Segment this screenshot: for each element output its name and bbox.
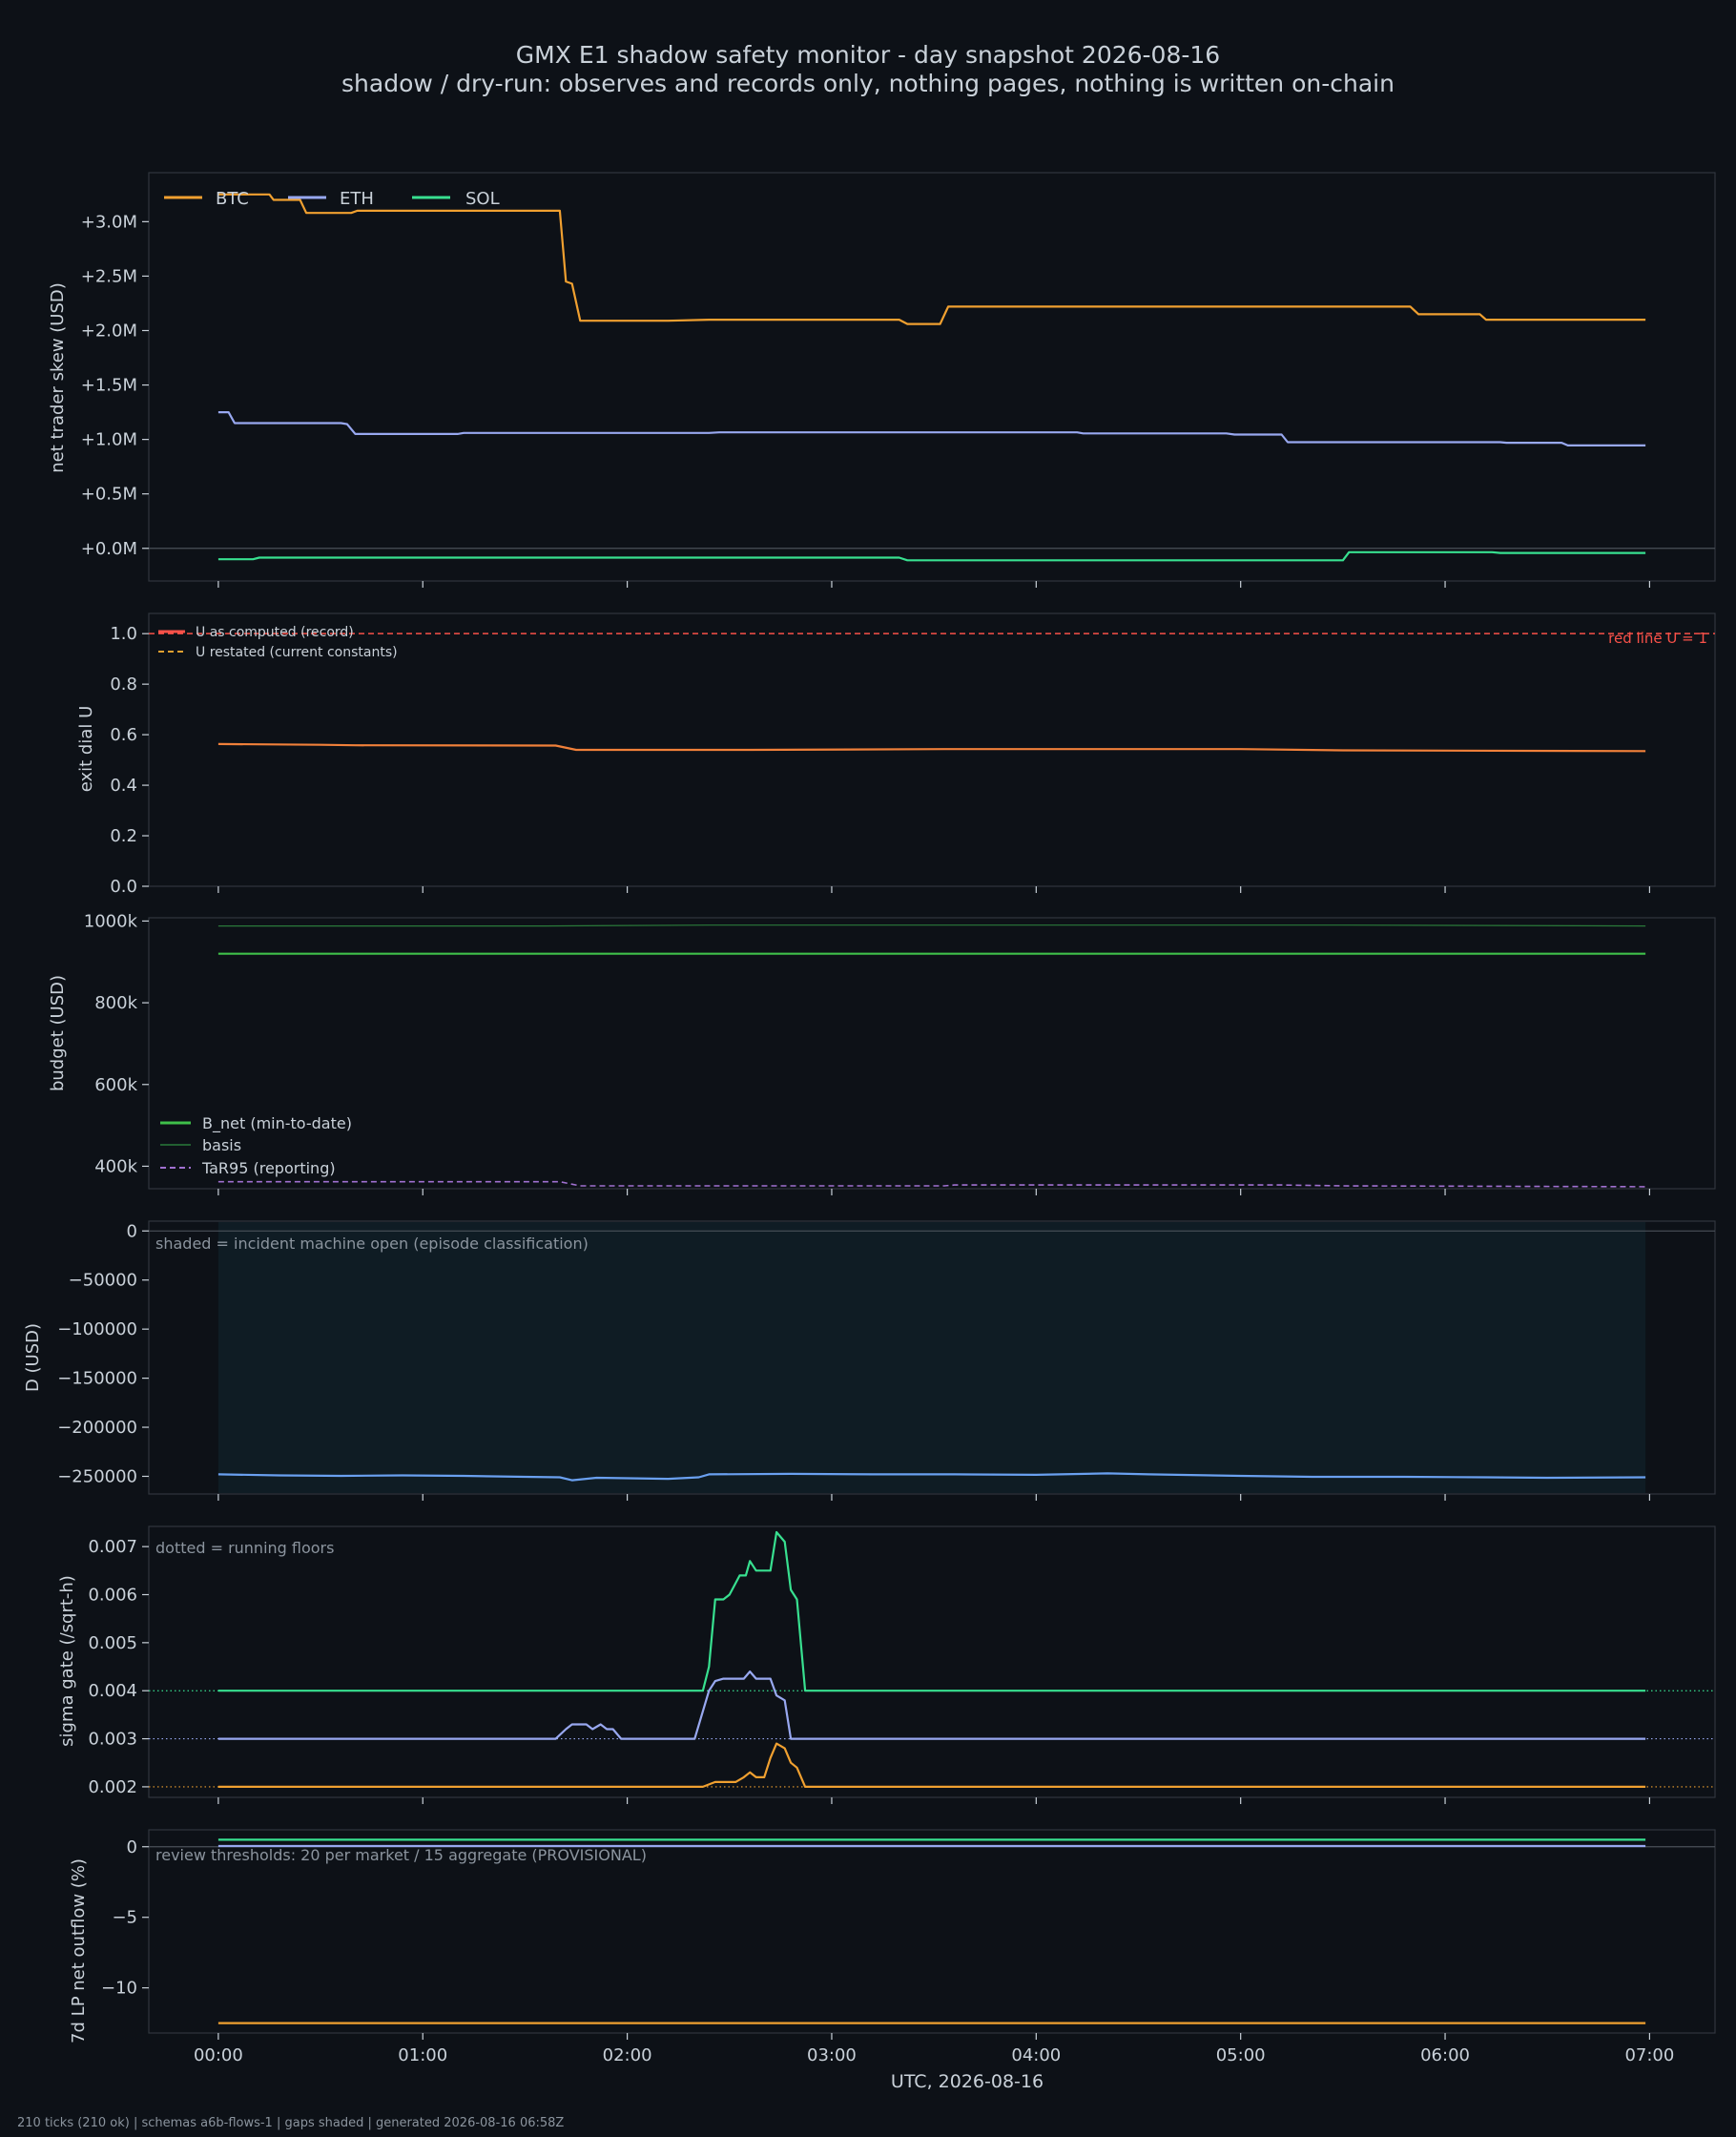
budget-marks: 400k 600k 800k 1000k — [84, 911, 1716, 1195]
budget-panel: 400k 600k 800k 1000k budget (USD) B_net (mi… — [48, 911, 1716, 1195]
exit_dial-ytick-label-0: 0.0 — [110, 877, 137, 897]
sigma_gate-series-2 — [217, 1742, 1646, 1788]
exit-dial-marks: 0.0 0.2 0.4 0.6 0.8 1.0 — [110, 612, 1716, 897]
lp-outflow-marks: 0 −5 −10 — [101, 1829, 1716, 2040]
skew-ylabel: net trader skew (USD) — [48, 282, 68, 473]
drawdown-ylabel: D (USD) — [23, 1323, 43, 1392]
page-subtitle: shadow / dry-run: observes and records o… — [341, 70, 1395, 97]
exit_dial-ytick-label-4: 0.8 — [110, 674, 137, 695]
lp_outflow-frame — [148, 1829, 1716, 2034]
exit_dial-series-0 — [217, 742, 1646, 753]
sigma_gate-ytick-label-3: 0.005 — [88, 1633, 137, 1653]
budget-legend: B_net (min-to-date) basis TaR95 (reporti… — [160, 1114, 352, 1177]
x-tick-labels: 00:00 01:00 02:00 03:00 04:00 05:00 06:00 07:00 — [194, 2045, 1674, 2065]
skew-ytick-label-2: +1.0M — [81, 430, 137, 450]
lp-outflow-note: review thresholds: 20 per market / 15 ag… — [155, 1846, 647, 1864]
skew-ytick-label-4: +2.0M — [81, 321, 137, 341]
lp_outflow-ytick-label-1: −5 — [112, 1908, 137, 1928]
drawdown-frame — [148, 1220, 1716, 1495]
exit-dial-panel: 0.0 0.2 0.4 0.6 0.8 1.0 exit dial U U as comp… — [76, 612, 1716, 897]
budget-series-2 — [217, 1180, 1646, 1188]
exit_dial-ytick-label-2: 0.4 — [110, 776, 137, 796]
skew-ytick-label-0: +0.0M — [81, 539, 137, 559]
x-tick-label-1: 01:00 — [398, 2045, 447, 2065]
exit_dial-frame — [148, 612, 1716, 887]
exit-dial-ylabel: exit dial U — [76, 706, 96, 793]
legend-u-record-label: U as computed (record) — [196, 625, 354, 640]
sigma-gate-marks: 0.002 0.003 0.004 0.005 0.006 0.007 — [88, 1525, 1716, 1804]
sigma_gate-ytick-label-1: 0.003 — [88, 1730, 137, 1750]
drawdown-shaded-region — [217, 1222, 1646, 1493]
drawdown-ytick-label-2: −100000 — [57, 1319, 137, 1339]
x-tick-label-5: 05:00 — [1216, 2045, 1266, 2065]
footer-status: 210 ticks (210 ok) | schemas a6b-flows-1… — [17, 2116, 564, 2130]
skew-ytick-label-5: +2.5M — [81, 266, 137, 286]
sigma_gate-ytick-label-0: 0.002 — [88, 1777, 137, 1797]
drawdown-marks: 0 −50000 −100000 −150000 −200000 −250000 — [57, 1220, 1716, 1501]
skew-legend: BTC ETH SOL — [164, 189, 500, 209]
sigma_gate-frame — [148, 1525, 1716, 1798]
drawdown-ytick-label-0: 0 — [127, 1221, 137, 1241]
x-tick-label-7: 07:00 — [1624, 2045, 1674, 2065]
drawdown-ytick-label-4: −200000 — [57, 1418, 137, 1438]
x-axis-label: UTC, 2026-08-16 — [891, 2071, 1044, 2092]
drawdown-panel: 0 −50000 −100000 −150000 −200000 −250000 D (U… — [23, 1220, 1716, 1501]
sigma-gate-note: dotted = running floors — [155, 1539, 334, 1557]
x-tick-label-4: 04:00 — [1011, 2045, 1061, 2065]
legend-sol-label: SOL — [465, 189, 500, 209]
lp-outflow-panel: 0 −5 −10 7d LP net outflow (%) review thre… — [69, 1829, 1716, 2044]
drawdown-note: shaded = incident machine open (episode … — [155, 1234, 589, 1253]
x-tick-label-3: 03:00 — [807, 2045, 857, 2065]
skew-ytick-label-6: +3.0M — [81, 212, 137, 232]
legend-btc-label: BTC — [216, 189, 249, 209]
exit_dial-ytick-label-1: 0.2 — [110, 826, 137, 846]
x-tick-label-6: 06:00 — [1420, 2045, 1470, 2065]
page-title: GMX E1 shadow safety monitor - day snaps… — [516, 41, 1220, 69]
skew-series-1 — [217, 411, 1646, 446]
drawdown-ytick-label-1: −50000 — [69, 1271, 137, 1291]
skew-marks: +0.0M +0.5M +1.0M +1.5M +2.0M +2.5M +3.0M — [81, 172, 1716, 588]
x-tick-label-2: 02:00 — [603, 2045, 652, 2065]
exit-dial-legend: U as computed (record) U restated (curre… — [158, 625, 398, 660]
budget-ytick-label-0: 400k — [94, 1156, 137, 1176]
drawdown-ytick-label-5: −250000 — [57, 1466, 137, 1486]
skew-series-2 — [217, 550, 1646, 562]
budget-ytick-label-3: 1000k — [84, 911, 138, 931]
sigma_gate-ytick-label-2: 0.004 — [88, 1681, 137, 1701]
budget-ylabel: budget (USD) — [48, 975, 68, 1091]
sigma-gate-ylabel: sigma gate (/sqrt-h) — [57, 1575, 77, 1747]
legend-u-restated-label: U restated (current constants) — [196, 645, 398, 660]
lp-outflow-ylabel: 7d LP net outflow (%) — [69, 1858, 89, 2044]
sigma_gate-series-0 — [217, 1530, 1646, 1692]
sigma_gate-ytick-label-4: 0.006 — [88, 1586, 137, 1606]
drawdown-ytick-label-3: −150000 — [57, 1369, 137, 1389]
skew-panel: +0.0M +0.5M +1.0M +1.5M +2.0M +2.5M +3.0M net … — [48, 172, 1716, 588]
legend-tar95-label: TaR95 (reporting) — [201, 1159, 336, 1177]
lp_outflow-ytick-label-2: −10 — [101, 1979, 137, 1999]
skew-ytick-label-3: +1.5M — [81, 376, 137, 396]
sigma_gate-series-1 — [217, 1670, 1646, 1740]
legend-eth-label: ETH — [340, 189, 374, 209]
sigma_gate-ytick-label-5: 0.007 — [88, 1537, 137, 1557]
legend-bnet-label: B_net (min-to-date) — [202, 1114, 352, 1133]
lp_outflow-ytick-label-0: 0 — [127, 1837, 137, 1857]
drawdown-series-0 — [217, 1472, 1646, 1482]
budget-ytick-label-2: 800k — [94, 993, 137, 1013]
skew-ytick-label-1: +0.5M — [81, 485, 137, 505]
red-line-label: red line U = 1 — [1608, 630, 1707, 647]
exit_dial-ytick-label-5: 1.0 — [110, 624, 137, 644]
legend-basis-label: basis — [202, 1136, 241, 1154]
x-tick-label-0: 00:00 — [194, 2045, 243, 2065]
budget-series-1 — [217, 924, 1646, 927]
exit_dial-ytick-label-3: 0.6 — [110, 725, 137, 745]
skew-frame — [148, 172, 1716, 582]
budget-frame — [148, 917, 1716, 1190]
sigma-gate-panel: 0.002 0.003 0.004 0.005 0.006 0.007 sigma gat… — [57, 1525, 1716, 1804]
skew-series-0 — [217, 193, 1646, 325]
budget-ytick-label-1: 600k — [94, 1075, 137, 1095]
